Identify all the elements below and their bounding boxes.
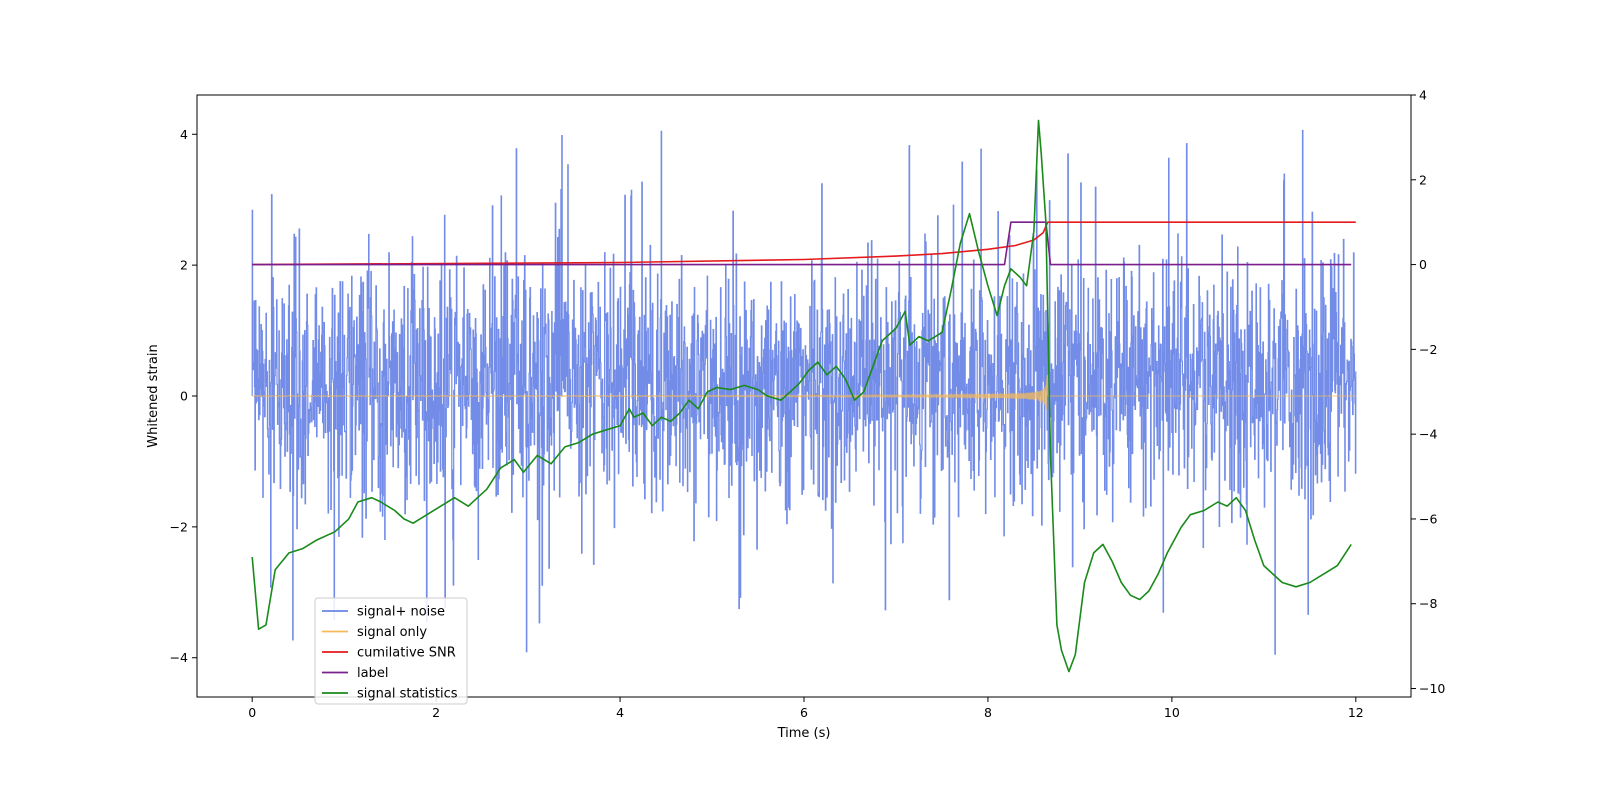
legend-label: signal statistics [357,687,458,702]
y2-tick-label: −10 [1419,681,1445,696]
series-signal-only [252,375,1356,410]
y2-tick-label: 2 [1419,172,1427,187]
x-tick-label: 10 [1164,705,1180,720]
x-tick-label: 12 [1348,705,1364,720]
series-signal-statistics [251,119,1352,673]
right-axis-series-layer [251,119,1356,673]
y2-tick-label: −8 [1419,596,1437,611]
y2-tick-label: 0 [1419,257,1427,272]
axes: 0 2 4 6 8 10 12 −4 −2 0 2 4 −10 −8 −6 −4 −2 0 2 4 [170,88,1446,721]
series-signal-noise [251,129,1357,655]
y2-tick-label: −6 [1419,511,1437,526]
x-axis-label: Time (s) [777,726,831,741]
legend-label: cumilative SNR [357,646,456,661]
x-tick-label: 6 [800,705,808,720]
legend-box [314,597,468,705]
legend-label: signal+ noise [357,605,445,620]
y-tick-label: −4 [170,650,188,665]
y2-tick-label: −2 [1419,342,1437,357]
y-tick-label: 4 [180,127,188,142]
series-cumulative-snr [252,221,1356,266]
x-tick-label: 8 [984,705,992,720]
legend-label: label [357,666,388,681]
signal-noise-layer [251,129,1357,655]
y-axis-label: Whitened strain [146,344,161,447]
y2-tick-label: 4 [1419,88,1427,103]
signal-only-layer [252,375,1356,410]
y-tick-label: 0 [180,389,188,404]
x-tick-label: 0 [248,705,256,720]
y2-tick-label: −4 [1419,427,1437,442]
series-label [252,221,1352,266]
legend: signal+ noise signal only cumilative SNR la… [314,597,468,705]
y-tick-label: −2 [170,519,188,534]
x-tick-label: 4 [616,705,624,720]
x-tick-label: 2 [432,705,440,720]
y-tick-label: 2 [180,258,188,273]
legend-label: signal only [357,625,427,640]
